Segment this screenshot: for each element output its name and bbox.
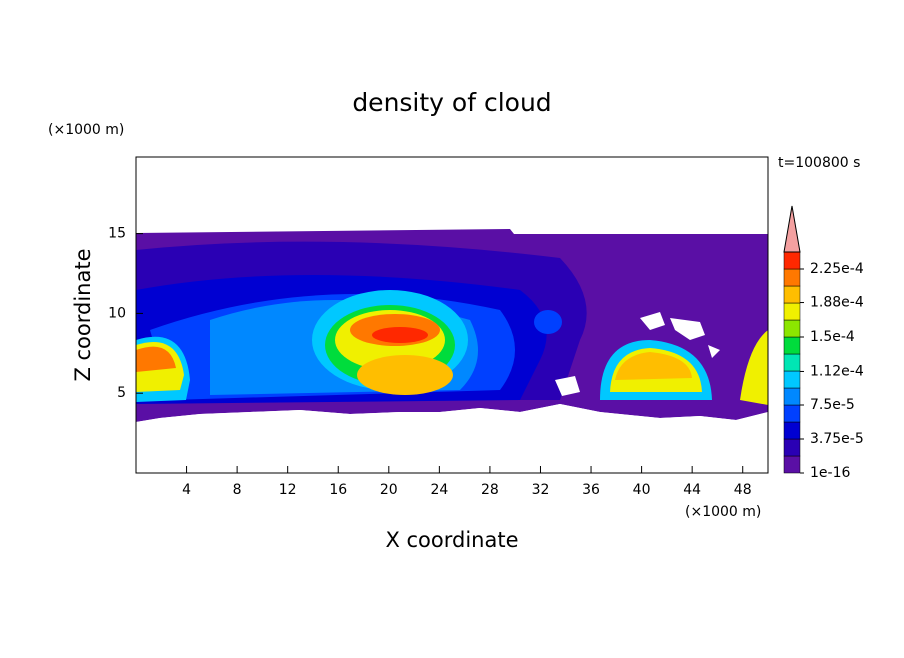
x-tick-label: 16 <box>329 482 347 498</box>
contour-region <box>740 330 768 405</box>
x-tick-label: 40 <box>633 482 651 498</box>
x-tick-label: 24 <box>430 482 448 498</box>
x-tick-label: 48 <box>734 482 752 498</box>
colorbar-extend <box>783 205 801 253</box>
colorbar-label: 1.5e-4 <box>810 329 855 345</box>
x-tick-label: 20 <box>380 482 398 498</box>
y-tick-label: 15 <box>108 226 126 242</box>
colorbar-label: 2.25e-4 <box>810 261 864 277</box>
contour-region <box>615 352 692 380</box>
x-axis-label: X coordinate <box>385 528 518 552</box>
colorbar-band <box>783 455 801 474</box>
contour-region <box>534 310 562 334</box>
plot-frame <box>135 156 769 474</box>
x-tick-label: 32 <box>532 482 550 498</box>
chart-title: density of cloud <box>352 88 551 117</box>
x-tick-label: 12 <box>279 482 297 498</box>
colorbar-band <box>783 353 801 372</box>
colorbar-band <box>783 251 801 270</box>
y-tick-label: 10 <box>108 305 126 321</box>
y-axis-label: Z coordinate <box>71 248 95 381</box>
colorbar-label: 1e-16 <box>810 465 850 481</box>
x-tick-label: 4 <box>182 482 191 498</box>
x-tick-label: 36 <box>582 482 600 498</box>
colorbar-band <box>783 370 801 389</box>
colorbar-band <box>783 421 801 440</box>
colorbar-band <box>783 302 801 321</box>
colorbar-band <box>783 336 801 355</box>
colorbar-band <box>783 319 801 338</box>
x-unit: (×1000 m) <box>685 504 761 520</box>
x-tick-label: 44 <box>683 482 701 498</box>
colorbar-band <box>783 404 801 423</box>
colorbar-label: 1.12e-4 <box>810 363 864 379</box>
time-annotation: t=100800 s <box>778 155 860 171</box>
contour-region <box>136 346 176 372</box>
contour-region <box>372 327 428 343</box>
colorbar-label: 7.5e-5 <box>810 397 855 413</box>
colorbar-label: 3.75e-5 <box>810 431 864 447</box>
colorbar-band <box>783 268 801 287</box>
contour-empty <box>555 312 720 396</box>
y-unit: (×1000 m) <box>48 122 124 138</box>
y-tick-label: 5 <box>117 385 126 401</box>
colorbar-band <box>783 285 801 304</box>
contour-region <box>357 355 453 395</box>
x-tick-label: 28 <box>481 482 499 498</box>
colorbar-band <box>783 387 801 406</box>
colorbar-label: 1.88e-4 <box>810 295 864 311</box>
contour-field <box>136 229 768 473</box>
x-tick-label: 8 <box>233 482 242 498</box>
colorbar-band <box>783 438 801 457</box>
contour-empty <box>136 404 768 473</box>
